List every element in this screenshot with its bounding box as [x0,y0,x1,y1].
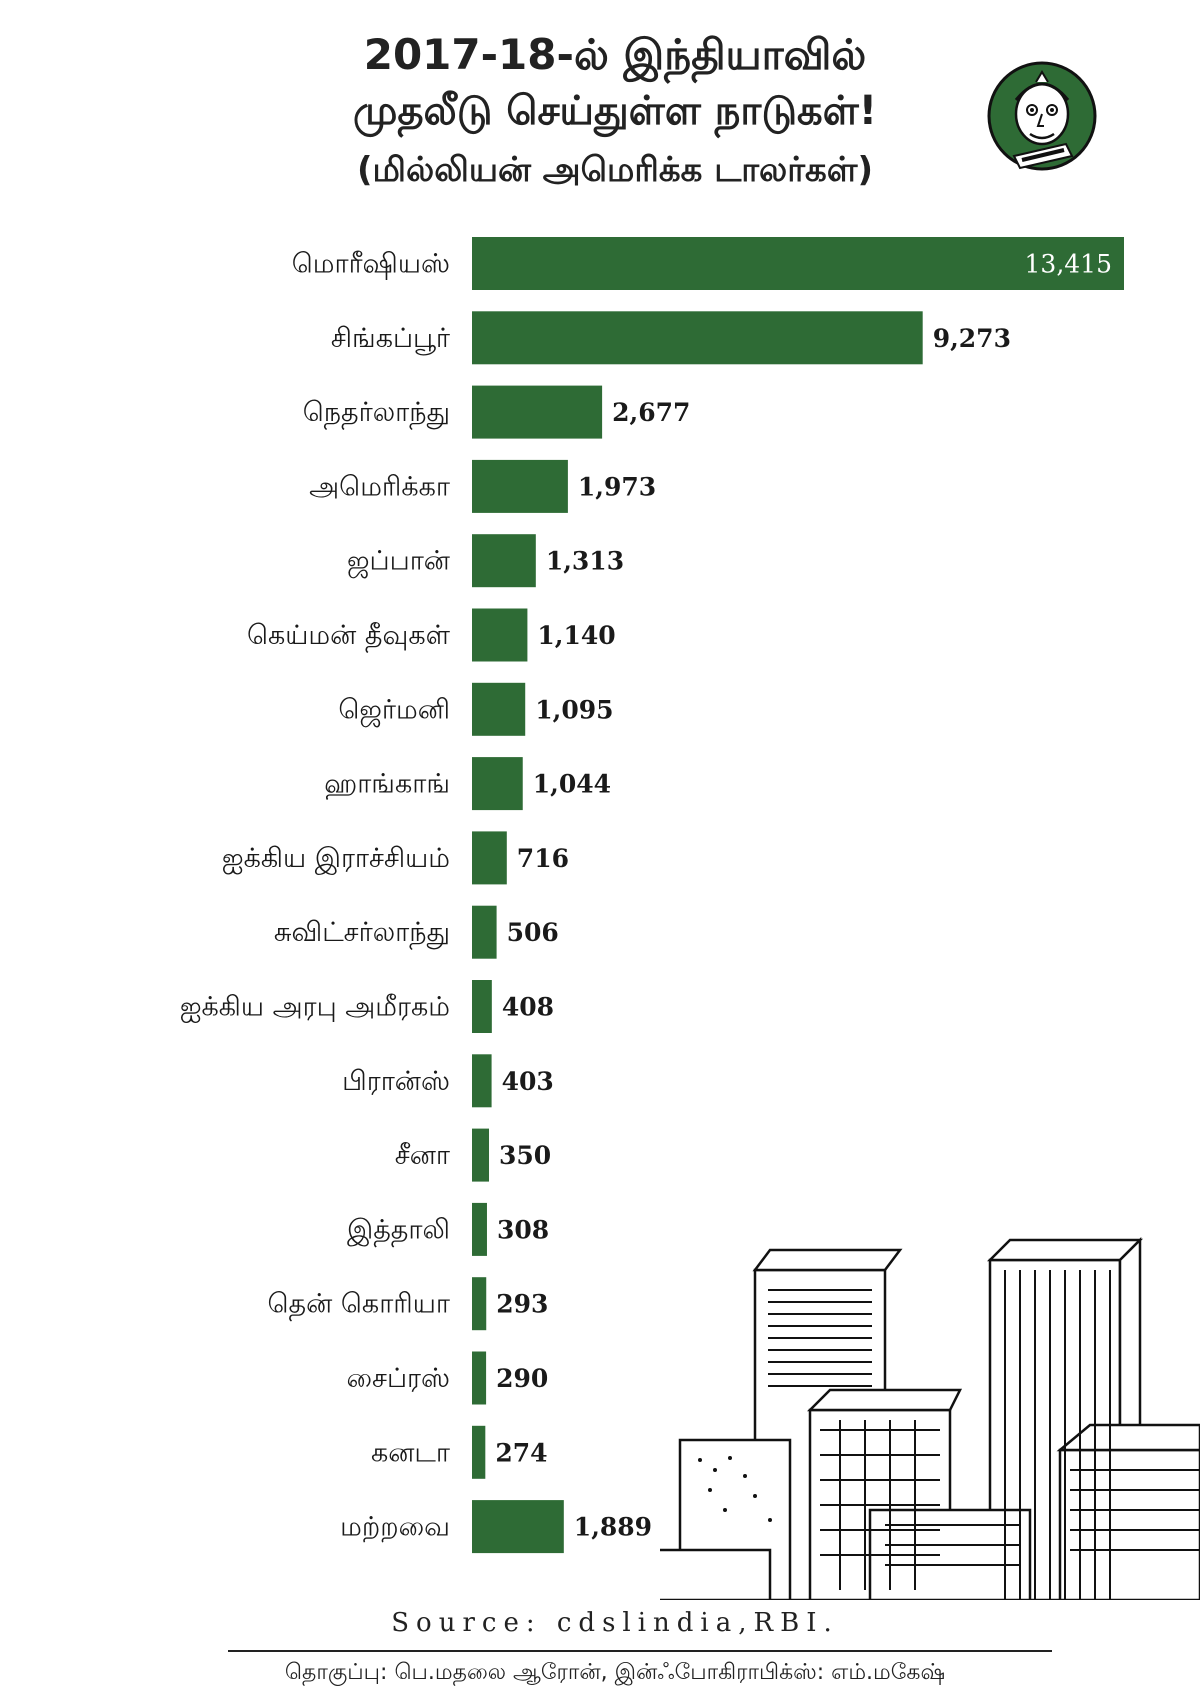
bar [472,980,492,1033]
category-label: ஜப்பான் [347,546,450,579]
value-label: 2,677 [612,398,690,427]
category-label: சைப்ரஸ் [346,1363,450,1394]
value-label: 1,313 [546,547,624,576]
chart-title-line-1: 2017-18-ல் இந்தியாவில் [363,30,867,79]
category-label: சிங்கப்பூர் [331,323,450,356]
category-label: கெய்மன் தீவுகள் [247,620,451,653]
bar [472,905,497,959]
value-label: 1,973 [578,472,656,501]
value-label: 1,095 [535,695,613,724]
category-label: இத்தாலி [347,1214,450,1247]
bar [472,534,536,588]
category-label: பிரான்ஸ் [342,1066,450,1097]
category-label: ஹாங்காங் [324,769,450,801]
bar [472,1277,487,1331]
value-label: 290 [496,1364,548,1393]
category-label: கனடா [371,1437,450,1468]
category-label: ஜெர்மனி [338,694,450,727]
bar [472,682,526,736]
horizontal-bar-chart: மொரீஷியஸ் 13,415 சிங்கப்பூர் 9,273 நெதர்லாந்… [180,237,1124,1554]
value-label: 1,044 [533,770,611,799]
value-label: 403 [502,1067,554,1096]
bar [472,1500,564,1554]
bar [472,311,923,365]
credits-line: தொகுப்பு: பெ.மதலை ஆரோன், இன்ஃபோகிராபிக்ஸ… [284,1660,946,1685]
cartoon-mascot-icon [987,61,1097,171]
chart-title-line-2: முதலீடு செய்துள்ள நாடுகள்! [353,88,877,134]
bar [472,459,568,513]
value-label: 9,273 [933,324,1011,353]
category-label: மொரீஷியஸ் [292,249,450,281]
bar [472,237,1124,290]
footer-divider [228,1650,1052,1652]
category-label: சுவிட்சர்லாந்து [274,917,450,950]
value-label: 408 [502,993,554,1022]
bar [472,831,507,885]
bar [472,1351,487,1405]
category-label: ஐக்கிய அரபு அமீரகம் [180,992,450,1023]
city-skyline-icon [660,1236,1200,1600]
source-note: Source: cdslindia,RBI. [391,1608,839,1638]
category-label: மற்றவை [340,1512,450,1543]
category-label: சீனா [395,1140,450,1171]
value-label: 13,415 [1025,250,1112,279]
value-label: 1,140 [537,621,615,650]
value-label: 716 [517,844,569,873]
value-label: 274 [495,1438,547,1467]
value-label: 506 [507,918,559,947]
bar [472,1054,492,1108]
bar [472,1425,486,1479]
category-label: அமெரிக்கா [309,471,450,502]
bar [472,1128,490,1182]
bar [472,385,603,439]
chart-subtitle-unit: (மில்லியன் அமெரிக்க டாலர்கள்) [356,150,873,190]
bar [472,608,528,662]
value-label: 293 [496,1290,548,1319]
value-label: 350 [499,1141,551,1170]
value-label: 308 [497,1215,549,1244]
bar [472,1202,487,1256]
category-label: நெதர்லாந்து [303,397,450,430]
category-label: ஐக்கிய இராச்சியம் [222,843,450,875]
bar [472,757,523,811]
category-label: தென் கொரியா [268,1289,450,1322]
value-label: 1,889 [574,1513,652,1542]
